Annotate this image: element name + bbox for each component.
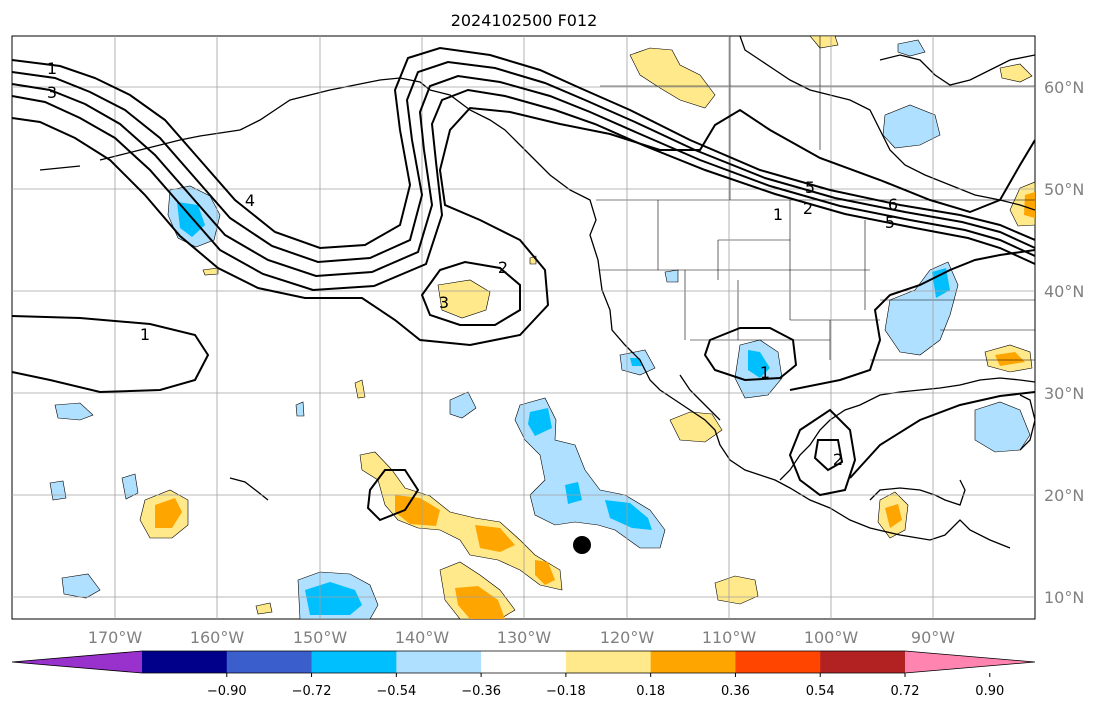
colorbar-tick-label: −0.72	[292, 684, 332, 699]
colorbar-tick-label: −0.18	[546, 684, 586, 699]
contour-label: 3	[439, 293, 449, 312]
contour-label: 3	[47, 83, 57, 102]
lon-label: 170°W	[88, 628, 143, 647]
contour-label: 5	[805, 178, 815, 197]
lon-label: 130°W	[497, 628, 552, 647]
colorbar-tick-label: −0.90	[207, 684, 247, 699]
negative-anomaly-core	[177, 202, 950, 615]
lon-label: 110°W	[702, 628, 757, 647]
political-borders	[596, 36, 1035, 361]
colorbar-segment	[396, 651, 482, 673]
colorbar-segment	[481, 651, 567, 673]
contour-label-group: 1 3 4 2 3 1 1 1 2 5 6 5 2	[47, 59, 898, 469]
lat-label: 50°N	[1044, 180, 1084, 199]
lon-label: 150°W	[293, 628, 348, 647]
colorbar-tick-label: 0.36	[721, 684, 750, 699]
colorbar-outline	[11, 650, 1036, 674]
colorbar-tick-label: 0.54	[806, 684, 835, 699]
lat-label: 40°N	[1044, 282, 1084, 301]
colorbar-tick-label: 0.18	[636, 684, 665, 699]
colorbar-tick-label: 0.90	[975, 684, 1004, 699]
colorbar-extension-min	[12, 651, 142, 673]
contour-label: 2	[833, 450, 843, 469]
lon-label: 140°W	[395, 628, 450, 647]
colorbar-segment	[226, 651, 313, 673]
colorbar-tick-label: 0.72	[891, 684, 920, 699]
lon-label: 120°W	[600, 628, 655, 647]
storm-center-marker	[573, 536, 591, 554]
colorbar-extension-max	[905, 651, 1035, 673]
contour-label: 1	[140, 325, 150, 344]
map-layers: 1 3 4 2 3 1 1 1 2 5 6 5 2	[12, 36, 1035, 619]
contour-label: 1	[760, 363, 770, 382]
contour-label: 4	[245, 191, 255, 210]
coastlines	[39, 36, 1035, 549]
contour-label: 5	[885, 213, 895, 232]
colorbar-segment	[820, 651, 906, 673]
lat-label: 60°N	[1044, 78, 1084, 97]
colorbar: −0.90 −0.72 −0.54 −0.36 −0.18 0.18 0.36 0.54 0.7…	[11, 650, 1036, 699]
contour-label: 2	[498, 258, 508, 277]
lat-label: 20°N	[1044, 486, 1084, 505]
colorbar-segment	[735, 651, 821, 673]
colorbar-segment	[311, 651, 397, 673]
positive-anomaly-shading	[139, 36, 1035, 619]
lat-label: 30°N	[1044, 384, 1084, 403]
contour-label: 1	[773, 205, 783, 224]
gridlines	[12, 36, 1035, 619]
contour-label: 1	[47, 59, 57, 78]
colorbar-segment	[142, 651, 228, 673]
colorbar-segment	[650, 651, 736, 673]
longitude-labels: 170°W 160°W 150°W 140°W 130°W 120°W 110°…	[88, 628, 955, 647]
positive-anomaly-core	[155, 192, 1035, 619]
lon-label: 160°W	[190, 628, 245, 647]
lon-label: 100°W	[804, 628, 859, 647]
colorbar-tick-label: −0.36	[461, 684, 501, 699]
map-title: 2024102500 F012	[451, 11, 598, 30]
lat-label: 10°N	[1044, 588, 1084, 607]
contour-label: 6	[888, 195, 898, 214]
contour-label: 2	[803, 199, 813, 218]
colorbar-tick-label: −0.54	[376, 684, 416, 699]
colorbar-segment	[565, 651, 652, 673]
lon-label: 90°W	[911, 628, 955, 647]
latitude-labels: 60°N 50°N 40°N 30°N 20°N 10°N	[1044, 78, 1084, 607]
contour-lines	[12, 46, 1035, 522]
